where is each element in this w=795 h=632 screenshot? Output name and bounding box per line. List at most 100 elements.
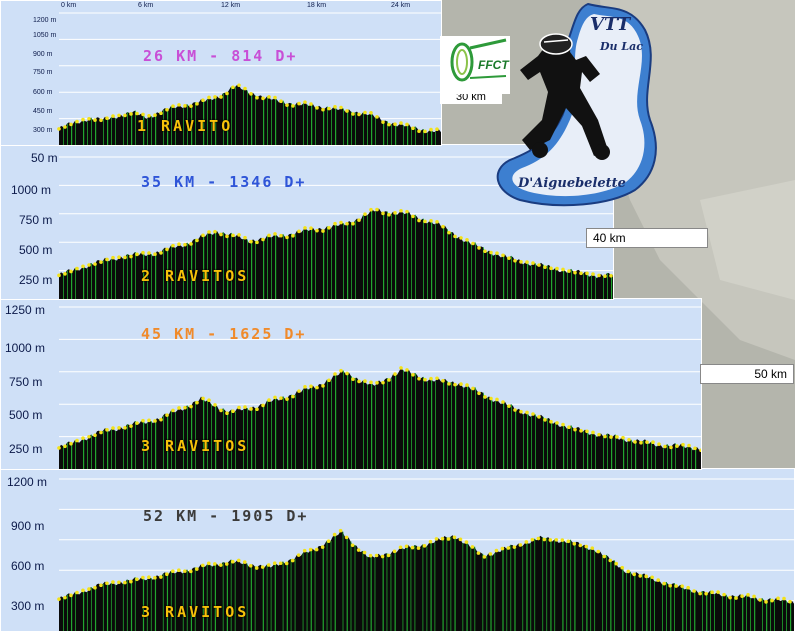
elevation-point [135,421,139,425]
elevation-point [81,588,85,593]
elevation-point [207,230,211,234]
elevation-point [218,563,223,567]
elevation-point [261,237,265,242]
elevation-point [470,545,475,549]
elevation-stripe [555,268,556,299]
elevation-point [477,391,481,396]
elevation-point [471,386,475,391]
elevation-point [519,409,523,414]
elevation-point [411,126,415,131]
elevation-point [279,99,283,104]
elevation-point [548,538,553,542]
elevation-stripe [431,129,433,145]
elevation-stripe [183,108,184,145]
elevation-stripe [126,579,128,631]
elevation-point [303,226,307,230]
elevation-point [452,535,457,540]
elevation-stripe [387,211,388,299]
elevation-point [369,380,373,385]
elevation-point [278,561,283,566]
elevation-stripe [371,209,373,299]
elevation-stripe [591,275,592,299]
elevation-point [674,584,678,588]
elevation-point [332,532,337,537]
elevation-stripe [350,541,352,631]
elevation-point [237,233,241,237]
elevation-point [57,273,61,278]
elevation-point [267,398,271,402]
elevation-point [375,115,379,119]
elevation-stripe [503,255,505,299]
elevation-point [314,547,319,552]
elevation-point [237,83,241,88]
elevation-point [201,98,205,102]
elevation-stripe [586,546,588,631]
elevation-stripe [171,410,172,469]
elevation-stripe [643,440,644,469]
elevation-point [429,218,433,223]
elevation-stripe [742,596,744,631]
elevation-point [321,384,325,388]
elevation-stripe [483,247,484,299]
elevation-point [111,114,115,118]
elevation-stripe [187,104,188,145]
elevation-stripe [343,223,344,299]
elevation-stripe [82,590,85,631]
elevation-stripe [223,408,224,469]
elevation-stripe [83,119,85,145]
elevation-point [405,368,409,372]
elevation-stripe [774,600,775,631]
ytick-52-2: 600 m [11,559,45,573]
elevation-stripe [223,232,224,299]
elevation-point [75,438,79,443]
elevation-point [159,251,163,255]
elevation-stripe [327,226,328,299]
elevation-point [297,389,301,393]
elevation-stripe [95,120,97,145]
elevation-stripe [594,550,596,631]
elevation-point [506,546,511,550]
elevation-stripe [95,435,97,469]
elevation-stripe [195,401,196,469]
elevation-stripe [255,408,256,469]
elevation-point [387,122,391,127]
elevation-stripe [423,376,424,469]
elevation-stripe [175,412,176,469]
elevation-stripe [75,267,76,299]
elevation-point [135,577,139,582]
elevation-stripe [647,442,649,469]
elevation-point [357,112,361,117]
elevation-point [315,228,319,233]
ytick-52-3: 300 m [11,599,45,613]
elevation-point [260,565,265,569]
elevation-stripe [135,421,136,469]
elevation-stripe [70,595,73,631]
elevation-stripe [122,583,124,631]
elevation-point [693,446,697,451]
elevation-point [189,242,193,246]
elevation-point [357,218,361,222]
elevation-stripe [407,124,409,145]
elevation-point [249,239,253,244]
elevation-stripe [262,567,264,631]
elevation-point [525,260,529,264]
elevation-point [537,263,541,267]
elevation-point [645,440,649,444]
elevation-point [483,249,487,254]
elevation-point [453,382,457,387]
elevation-stripe [422,544,424,631]
elevation-stripe [186,569,188,631]
elevation-point [147,575,151,580]
elevation-stripe [351,111,352,145]
elevation-point [195,400,199,405]
elevation-point [141,250,145,255]
elevation-point [93,262,97,266]
elevation-stripe [147,423,148,469]
elevation-stripe [543,416,544,469]
elevation-stripe [367,215,368,299]
elevation-stripe [174,573,176,631]
elevation-point [249,92,253,96]
elevation-stripe [327,106,328,145]
elevation-point [171,104,175,108]
elevation-point [321,107,325,112]
